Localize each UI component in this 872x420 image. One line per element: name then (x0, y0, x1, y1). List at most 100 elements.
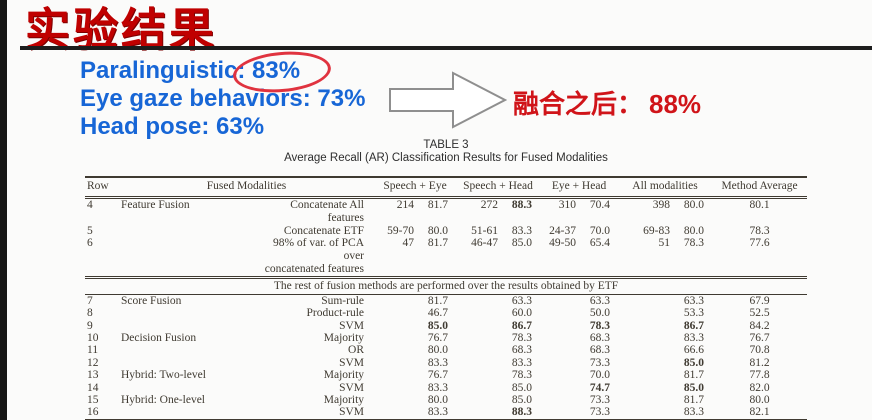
cell-row-number: 15 (87, 394, 99, 407)
cell-fusion-category: Hybrid: One-level (121, 394, 205, 407)
cell-fusion-method: SVM (339, 381, 365, 394)
cell-speech-head: 51-61 83.3 (471, 224, 533, 237)
table-note-row: The rest of fusion methods are performed… (85, 275, 808, 295)
cell-eye-head: 63.3 (589, 294, 611, 307)
cell-method-average: 77.8 (749, 369, 770, 382)
cell-fusion-category (119, 225, 259, 238)
cell-speech-eye: 83.3 (427, 356, 449, 369)
cell-speech-eye: 47 81.7 (402, 237, 449, 250)
table-row: 6 98% of var. of PCA over concatenated fe… (85, 237, 807, 277)
cell-speech-eye: 83.3 (427, 406, 449, 419)
cell-fusion-category (119, 382, 259, 394)
cell-fusion-method: Majority (323, 332, 365, 344)
table-row: 9 SVM 85.0 86.7 78.3 86.7 84.2 (85, 320, 807, 332)
table-body-other-fusion: 7 Score Fusion Sum-rule 81.7 63.3 63.3 63.3 67.… (85, 294, 807, 420)
table-row: 16 SVM 83.3 88.3 73.3 83.3 82.1 (85, 406, 807, 420)
cell-fusion-category (119, 237, 259, 277)
fusion-result: 融合之后： 88% (513, 84, 701, 121)
cell-row-number: 4 (87, 199, 93, 211)
cell-fusion-method: Majority (323, 369, 365, 382)
left-edge-bar (0, 0, 7, 420)
cell-all-modalities: 85.0 (683, 356, 705, 369)
cell-all-modalities: 81.7 (683, 394, 705, 407)
cell-fusion-method: SVM (339, 319, 365, 332)
cell-speech-eye: 81.7 (427, 294, 449, 307)
table-header: Row Fused Modalities Speech + Eye Speech… (85, 176, 808, 199)
header-fused-modalities: Fused Modalities (119, 176, 375, 199)
fusion-value: 88% (649, 89, 702, 119)
cell-all-modalities: 66.6 (683, 344, 705, 357)
cell-speech-head: 85.0 (511, 381, 533, 394)
cell-eye-head: 78.3 (589, 319, 611, 332)
table-body-feature-fusion: 4 Feature Fusion Concatenate All features 2… (85, 198, 807, 278)
header-all-modalities: All modalities (618, 176, 713, 199)
cell-eye-head: 73.3 (589, 356, 611, 369)
cell-row-number: 14 (87, 381, 99, 394)
cell-fusion-method: 98% of var. of PCA over concatenated fea… (264, 237, 365, 275)
cell-method-average: 52.5 (749, 307, 770, 320)
cell-speech-eye: 80.0 (427, 394, 449, 407)
cell-speech-head: 83.3 (511, 356, 533, 369)
table-row: 5 Concatenate ETF 59-70 80.0 51-61 83.3 24-37 7… (85, 225, 807, 238)
cell-method-average: 80.0 (749, 394, 770, 407)
cell-row-number: 5 (87, 224, 93, 237)
cell-fusion-category: Hybrid: Two-level (121, 369, 206, 382)
cell-row-number: 12 (87, 356, 99, 369)
cell-speech-head: 63.3 (511, 294, 533, 307)
cell-speech-head: 78.3 (511, 369, 533, 382)
cell-speech-eye: 85.0 (427, 319, 449, 332)
cell-speech-head: 46-47 85.0 (471, 237, 533, 250)
cell-eye-head: 49-50 65.4 (549, 237, 611, 250)
cell-method-average: 81.2 (749, 356, 770, 369)
cell-speech-head: 86.7 (511, 319, 533, 332)
table-row: 11 OR 80.0 68.3 68.3 66.6 70.8 (85, 344, 807, 356)
cell-row-number: 6 (87, 237, 93, 250)
table-row: 15 Hybrid: One-level Majority 80.0 85.0 73.3 8… (85, 394, 807, 406)
table-caption-title: Average Recall (AR) Classification Resul… (284, 152, 608, 164)
cell-row-number: 16 (87, 406, 99, 419)
cell-fusion-method: SVM (339, 356, 365, 369)
cell-method-average: 76.7 (749, 332, 770, 344)
header-speech-head: Speech + Head (456, 176, 541, 199)
cell-eye-head: 74.7 (589, 381, 611, 394)
cell-method-average: 77.6 (749, 237, 770, 250)
cell-speech-eye: 76.7 (427, 369, 449, 382)
fusion-label: 融合之后： (513, 89, 644, 119)
modality-metrics: Paralinguistic: 83% Eye gaze behaviors: … (80, 57, 365, 141)
cell-all-modalities: 51 78.3 (658, 237, 705, 250)
cell-method-average: 67.9 (749, 294, 770, 307)
cell-all-modalities: 53.3 (683, 307, 705, 320)
cell-speech-eye: 80.0 (427, 344, 449, 357)
cell-all-modalities: 83.3 (683, 332, 705, 344)
results-table: Row Fused Modalities Speech + Eye Speech… (85, 176, 808, 420)
table-note: The rest of fusion methods are performed… (85, 275, 808, 295)
cell-speech-head: 68.3 (511, 344, 533, 357)
cell-fusion-method: Majority (323, 394, 365, 407)
header-speech-eye: Speech + Eye (374, 176, 457, 199)
cell-fusion-category: Feature Fusion (121, 199, 190, 211)
cell-method-average: 82.1 (749, 406, 770, 419)
table-row: 12 SVM 83.3 83.3 73.3 85.0 81.2 (85, 357, 807, 369)
cell-speech-head: 78.3 (511, 332, 533, 344)
cell-fusion-category (119, 344, 259, 356)
table-row: 4 Feature Fusion Concatenate All features 2… (85, 198, 807, 225)
cell-speech-head: 85.0 (511, 394, 533, 407)
cell-eye-head: 24-37 70.0 (549, 224, 611, 237)
cell-all-modalities: 85.0 (683, 381, 705, 394)
cell-speech-eye: 46.7 (427, 307, 449, 320)
cell-fusion-method: Product-rule (306, 307, 365, 320)
cell-fusion-method: Sum-rule (321, 294, 365, 307)
cell-method-average: 82.0 (749, 381, 770, 394)
cell-fusion-method: OR (348, 344, 365, 357)
cell-eye-head: 50.0 (589, 307, 611, 320)
header-row: Row (85, 176, 119, 199)
cell-method-average: 84.2 (749, 319, 770, 332)
metric-head-pose: Head pose: 63% (80, 113, 265, 140)
cell-fusion-category (119, 307, 259, 319)
header-eye-head: Eye + Head (540, 176, 619, 199)
cell-all-modalities: 86.7 (683, 319, 705, 332)
table-header-row: Row Fused Modalities Speech + Eye Speech… (85, 176, 808, 199)
cell-row-number: 9 (87, 319, 93, 332)
table-caption-number: TABLE 3 (423, 139, 469, 151)
